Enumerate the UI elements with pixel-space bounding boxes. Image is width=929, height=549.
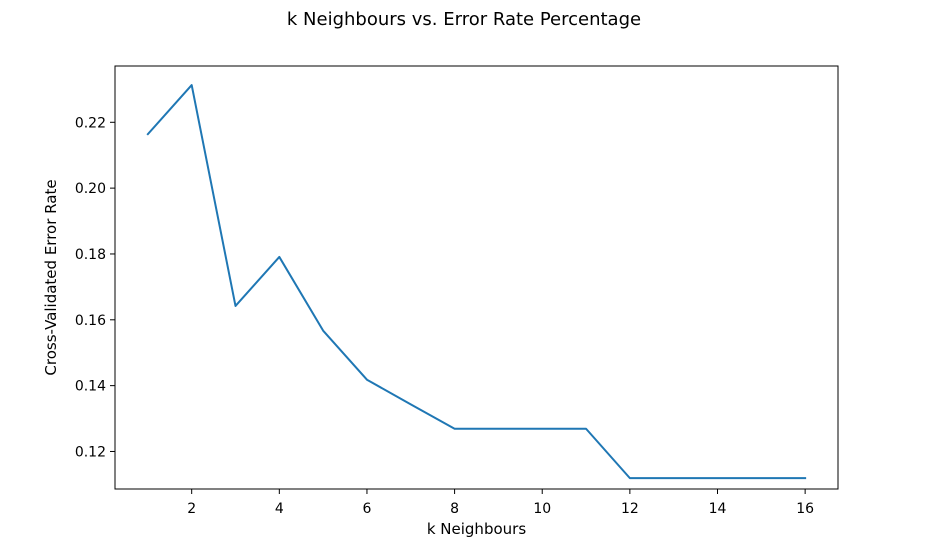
chart-title: k Neighbours vs. Error Rate Percentage: [287, 9, 641, 30]
x-tick-label: 8: [450, 501, 459, 517]
y-tick-label: 0.22: [75, 115, 106, 131]
x-tick-label: 10: [533, 501, 551, 517]
x-tick-label: 14: [709, 501, 727, 517]
y-tick-label: 0.16: [75, 313, 106, 329]
y-tick-label: 0.12: [75, 444, 106, 460]
plot-area: 2 4 6 8 10 12 14 16 0.12 0.14 0.16 0.18 0.20 0.22: [75, 84, 814, 517]
y-axis-label: Cross-Validated Error Rate: [42, 179, 60, 375]
x-tick-label: 4: [275, 501, 284, 517]
x-axis-label: k Neighbours: [427, 520, 526, 538]
x-tick-label: 16: [796, 501, 814, 517]
plot-frame: [114, 65, 839, 490]
x-tick-label: 12: [621, 501, 639, 517]
y-tick-label: 0.20: [75, 181, 106, 197]
x-tick-label: 6: [362, 501, 371, 517]
series-line: [146, 84, 807, 480]
x-tick-label: 2: [187, 501, 196, 517]
y-tick-label: 0.18: [75, 247, 106, 263]
y-tick-label: 0.14: [75, 379, 106, 395]
